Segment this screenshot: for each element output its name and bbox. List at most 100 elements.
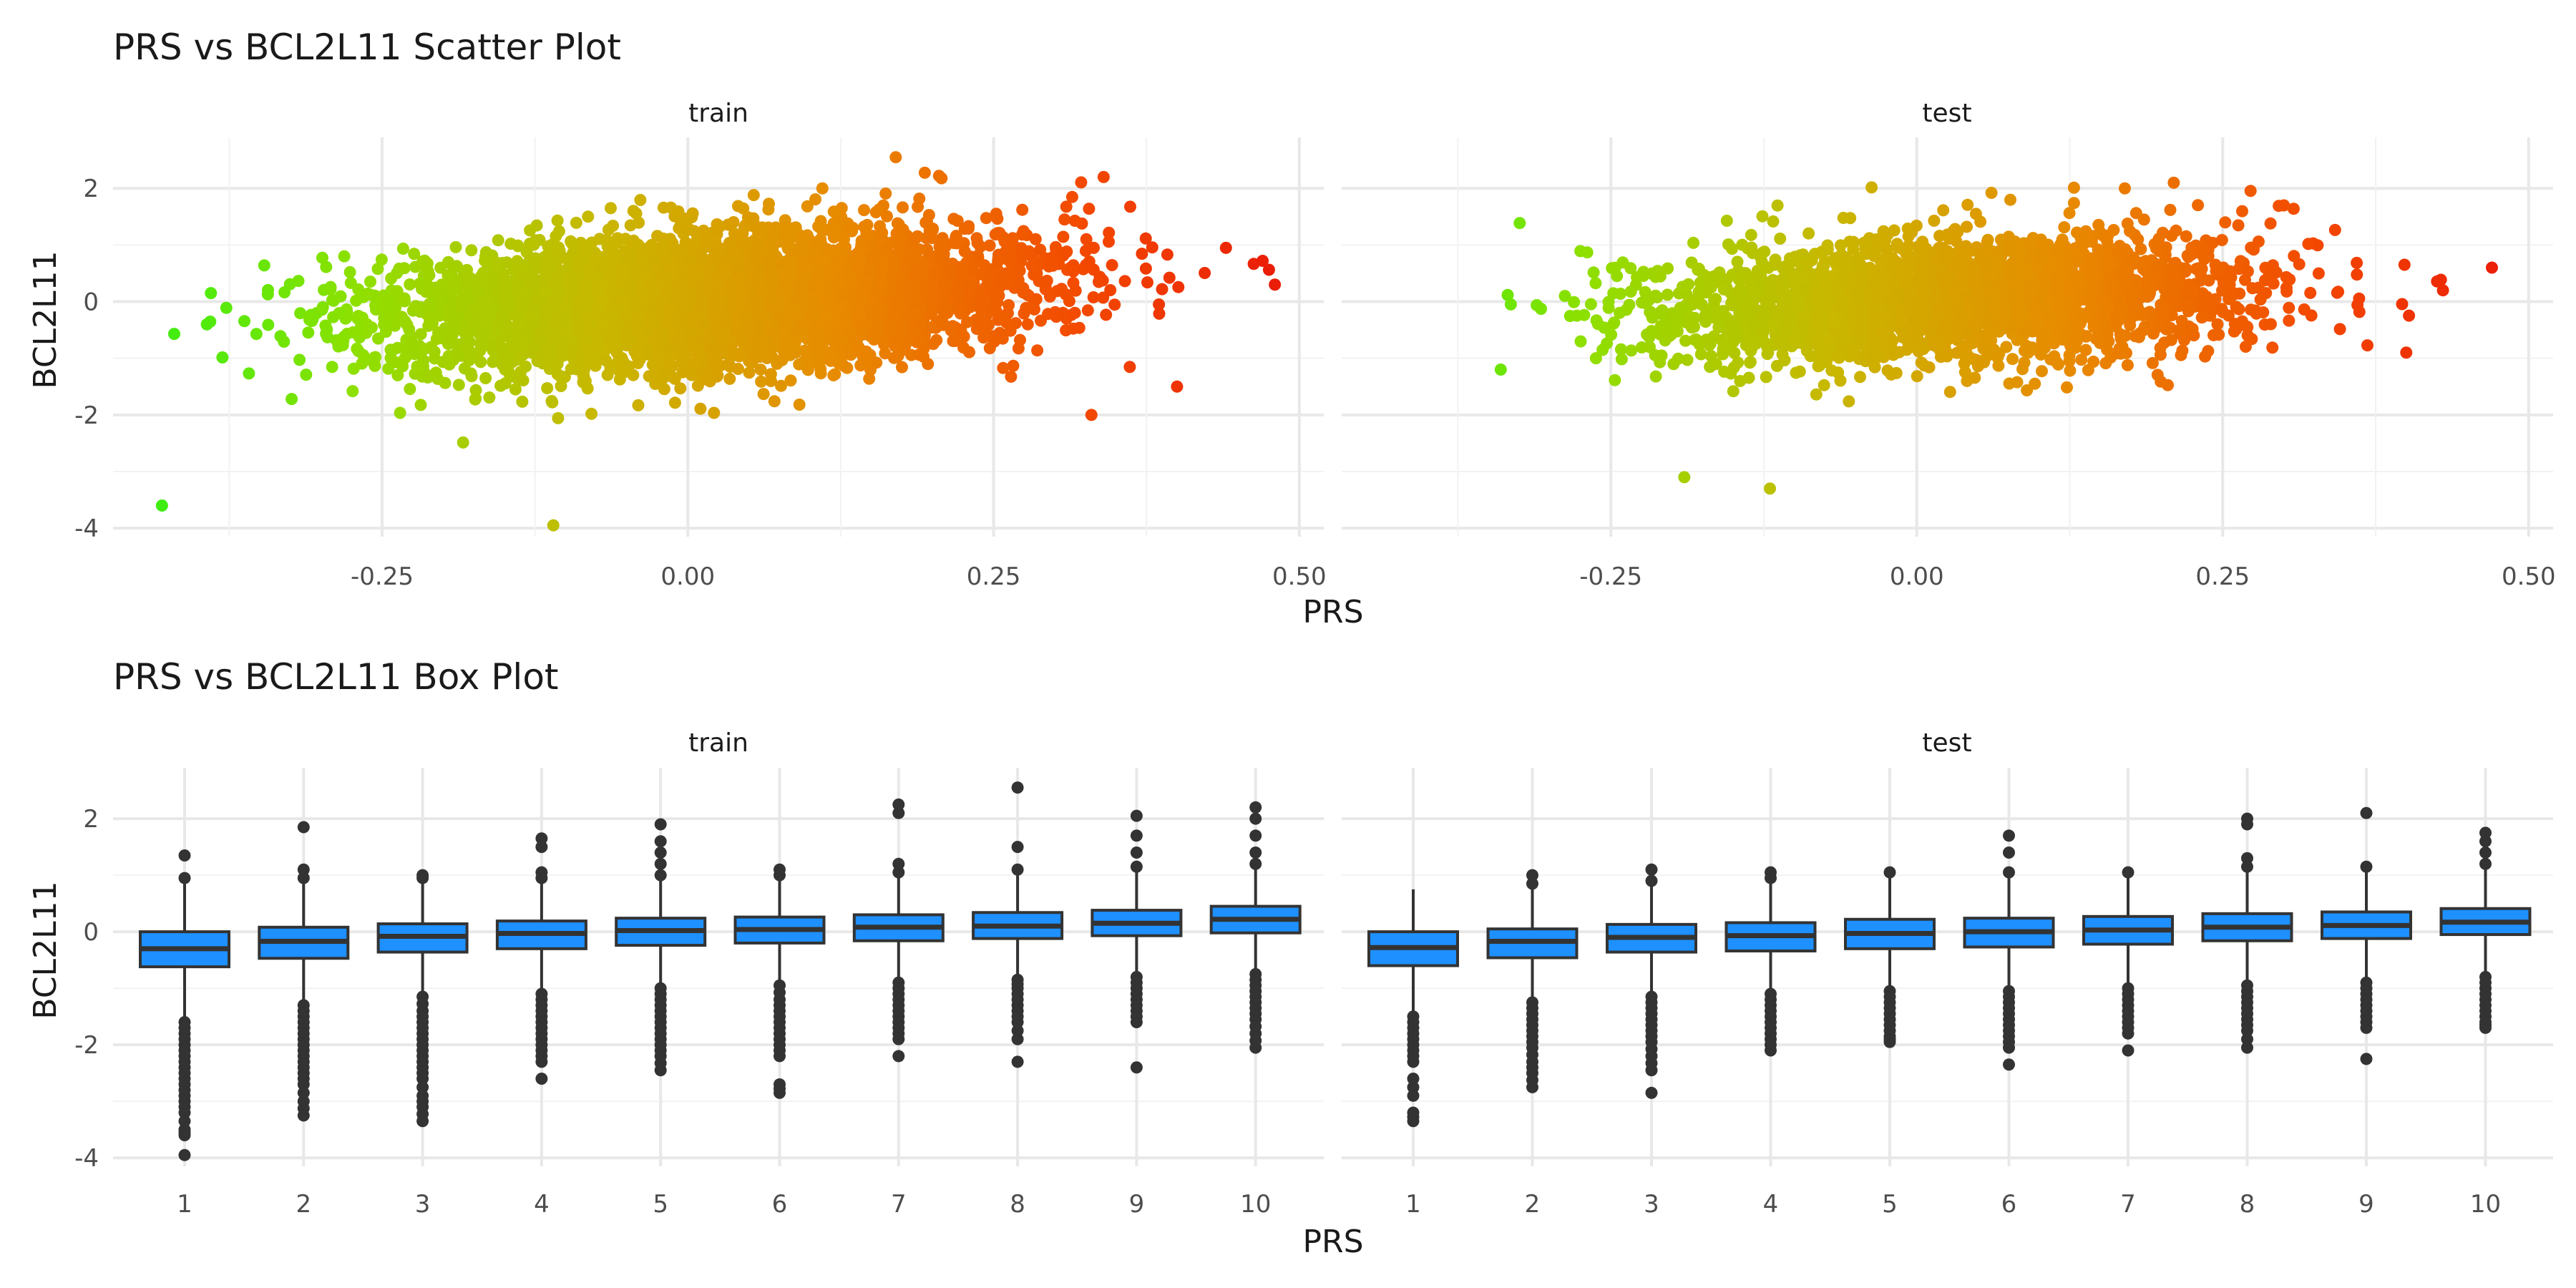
scatter-point [914, 258, 927, 271]
scatter-point [680, 238, 692, 250]
scatter-point [977, 331, 990, 344]
scatter-point [587, 351, 600, 364]
scatter-point [992, 255, 1005, 268]
scatter-point [502, 328, 514, 341]
scatter-point [258, 259, 270, 272]
scatter-point [668, 396, 681, 409]
scatter-point [238, 315, 250, 328]
scatter-point [552, 411, 565, 424]
scatter-point [479, 372, 492, 384]
scatter-point [897, 223, 909, 236]
scatter-point [302, 326, 315, 339]
scatter-point [1043, 290, 1056, 303]
scatter-point [585, 407, 598, 420]
scatter-point [457, 436, 469, 449]
scatter-point [293, 353, 306, 366]
scatter-point [858, 204, 870, 217]
scatter-point [751, 238, 764, 250]
scatter-point [743, 366, 756, 379]
scatter-point [565, 236, 578, 249]
scatter-point [748, 250, 761, 263]
y-tick-label: 2 [83, 175, 99, 203]
scatter-point [784, 374, 797, 387]
scatter-point [1058, 213, 1071, 226]
scatter-point [439, 376, 452, 389]
scatter-point [821, 283, 834, 296]
scatter-point [775, 379, 787, 392]
scatter-point [350, 294, 363, 307]
scatter-point [499, 364, 512, 376]
scatter-point [793, 399, 806, 411]
scatter-point [1029, 233, 1042, 245]
scatter-point [401, 318, 414, 331]
scatter-point [607, 220, 620, 232]
scatter-point [782, 242, 795, 255]
scatter-point [389, 356, 402, 369]
scatter-point [691, 379, 704, 392]
scatter-point [278, 286, 291, 298]
scatter-point [552, 245, 565, 258]
scatter-point [879, 347, 892, 360]
scatter-point [668, 243, 680, 255]
scatter-point [1031, 344, 1044, 357]
scatter-point [1199, 267, 1211, 279]
scatter-point [980, 212, 992, 225]
scatter-point [452, 379, 465, 391]
scatter-point [610, 346, 623, 359]
scatter-point [338, 250, 351, 263]
scatter-point [1028, 303, 1040, 316]
scatter-point [1030, 293, 1043, 306]
scatter-point [1156, 283, 1169, 296]
scatter-point [812, 220, 825, 233]
scatter-point [369, 299, 382, 312]
scatter-point [1007, 359, 1020, 372]
scatter-point [1060, 200, 1073, 213]
scatter-point [377, 289, 390, 302]
scatter-point [665, 201, 678, 214]
scatter-point [1153, 298, 1166, 311]
scatter-point [656, 240, 668, 253]
scatter-point [414, 328, 427, 341]
scatter-point [243, 367, 255, 380]
scatter-point [680, 220, 693, 233]
scatter-point [458, 362, 471, 375]
scatter-point [1123, 361, 1136, 374]
scatter-point [874, 220, 887, 233]
scatter-point [414, 399, 427, 411]
scatter-point [827, 205, 840, 218]
scatter-point [1006, 232, 1019, 245]
scatter-point [653, 303, 666, 315]
scatter-point [200, 318, 213, 331]
scatter-point [570, 216, 582, 229]
scatter-point [494, 340, 507, 353]
scatter-strip-train: train [688, 99, 748, 128]
scatter-point [801, 232, 814, 245]
scatter-point [372, 332, 384, 345]
scatter-strip-test: test [1922, 99, 1971, 128]
scatter-point [958, 245, 971, 258]
scatter-point [442, 352, 455, 365]
scatter-point [286, 393, 298, 406]
scatter-point [495, 311, 508, 323]
scatter-point [492, 234, 504, 247]
scatter-point [801, 346, 814, 359]
scatter-point [674, 382, 687, 395]
scatter-point [581, 335, 594, 348]
scatter-point [352, 283, 365, 296]
scatter-point [1118, 275, 1131, 288]
scatter-point [938, 296, 951, 309]
scatter-point [479, 255, 492, 267]
scatter-point [555, 380, 567, 392]
scatter-point [1067, 276, 1080, 289]
scatter-point [761, 321, 774, 333]
scatter-point [1018, 307, 1030, 320]
scatter-point [294, 307, 307, 320]
scatter-point [327, 294, 340, 307]
scatter-point [793, 330, 806, 343]
scatter-point [732, 200, 744, 213]
y-tick-label: -2 [74, 401, 99, 430]
scatter-point [768, 395, 781, 408]
scatter-point [1153, 307, 1166, 320]
scatter-point [764, 368, 777, 381]
scatter-point [1012, 342, 1025, 355]
